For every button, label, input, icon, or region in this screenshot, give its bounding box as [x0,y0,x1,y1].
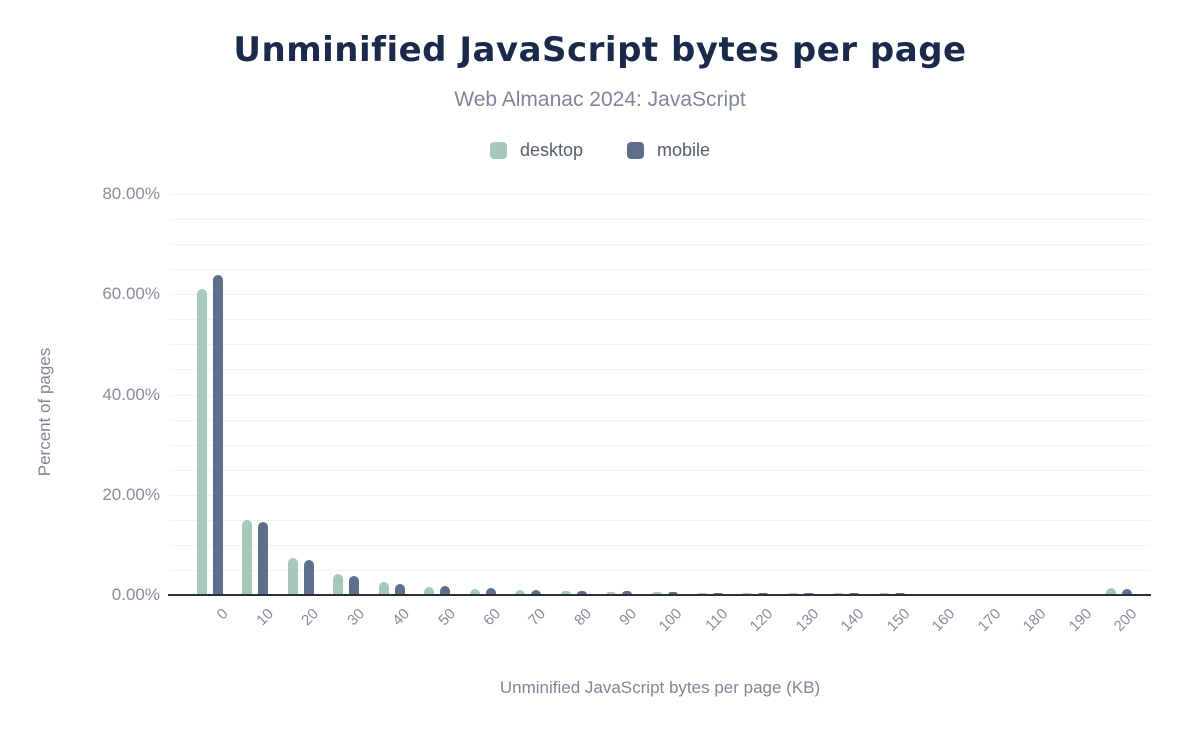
gridline-55 [170,319,1150,321]
x-tick-label: 150 [883,605,914,636]
x-tick-label: 30 [343,605,368,630]
bar-desktop-10kb[interactable] [242,520,253,595]
bar-desktop-50kb[interactable] [424,586,435,595]
legend-item-desktop[interactable]: desktop [489,140,583,161]
x-tick-label: 110 [702,605,732,635]
x-axis-title: Unminified JavaScript bytes per page (KB… [499,678,821,697]
gridline-65 [170,269,1150,271]
x-tick-label: 140 [837,605,868,636]
bar-desktop-40kb[interactable] [378,582,389,595]
bar-mobile-110kb[interactable] [712,592,723,595]
bar-desktop-110kb[interactable] [696,592,707,595]
x-axis-line [168,594,1151,596]
legend-label: mobile [657,140,711,160]
bar-desktop-60kb[interactable] [469,588,480,595]
bar-desktop-20kb[interactable] [287,557,298,595]
gridline-30 [170,444,1150,446]
bar-mobile-80kb[interactable] [576,590,587,595]
y-tick-label: 40.00% [102,384,160,404]
bar-mobile-30kb[interactable] [349,576,360,595]
bar-mobile-50kb[interactable] [440,585,451,595]
legend-label: desktop [519,140,583,160]
bar-desktop-0kb[interactable] [197,289,207,595]
y-tick-label: 80.00% [102,184,160,203]
gridline-15 [170,519,1150,521]
bar-mobile-70kb[interactable] [531,589,542,595]
x-tick-label: 100 [656,605,686,636]
x-tick-label: 200 [1110,605,1141,636]
bar-mobile-200kb[interactable] [1122,589,1132,595]
bar-desktop-90kb[interactable] [606,591,617,595]
bar-mobile-90kb[interactable] [622,591,633,595]
legend: desktop mobile [0,140,1200,161]
gridline-45 [170,369,1150,371]
y-tick-label: 60.00% [102,284,160,304]
x-tick-label: 180 [1019,605,1050,636]
gridline-35 [170,419,1150,421]
x-tick-label: 90 [616,605,641,630]
x-tick-label: 50 [434,605,459,630]
x-tick-label: 10 [252,605,277,630]
x-tick-label: 20 [298,605,323,630]
bar-desktop-100kb[interactable] [651,592,662,595]
bar-mobile-10kb[interactable] [258,522,269,595]
bar-desktop-200kb[interactable] [1106,587,1116,595]
y-axis-title: Percent of pages [35,347,54,477]
x-tick-label: 120 [746,605,777,636]
bar-desktop-70kb[interactable] [515,590,526,595]
gridline-50 [170,344,1150,346]
x-tick-label: 70 [525,605,550,630]
x-tick-label: 80 [571,605,595,630]
gridline-80 [170,194,1150,195]
bar-desktop-80kb[interactable] [560,591,571,595]
legend-swatch-mobile [627,142,644,159]
x-tick-label: 170 [974,605,1004,636]
x-tick-label: 40 [389,605,414,630]
chart-subtitle: Web Almanac 2024: JavaScript [454,88,746,111]
chart-title: Unminified JavaScript bytes per page [233,30,967,70]
x-tick-label: 190 [1065,605,1095,636]
x-tick-label: 0 [213,605,232,624]
x-tick-label: 60 [480,605,505,630]
legend-item-mobile[interactable]: mobile [627,140,710,161]
y-tick-label: 20.00% [102,484,160,504]
bar-mobile-0kb[interactable] [213,274,223,595]
x-tick-label: 160 [928,605,959,636]
gridline-40 [170,394,1150,396]
bar-mobile-60kb[interactable] [485,588,496,595]
gridline-10 [170,544,1150,546]
y-tick-label: 0.00% [111,585,160,604]
bar-mobile-100kb[interactable] [667,591,678,595]
x-tick-label: 130 [792,605,823,636]
gridline-60 [170,294,1150,296]
bar-mobile-20kb[interactable] [303,560,314,595]
gridline-70 [170,244,1150,246]
gridline-75 [170,219,1150,221]
gridline-5 [170,569,1150,571]
gridline-25 [170,469,1150,471]
gridline-20 [170,494,1150,496]
bar-mobile-40kb[interactable] [394,584,405,595]
bar-desktop-30kb[interactable] [333,573,344,595]
legend-swatch-desktop [489,142,507,159]
